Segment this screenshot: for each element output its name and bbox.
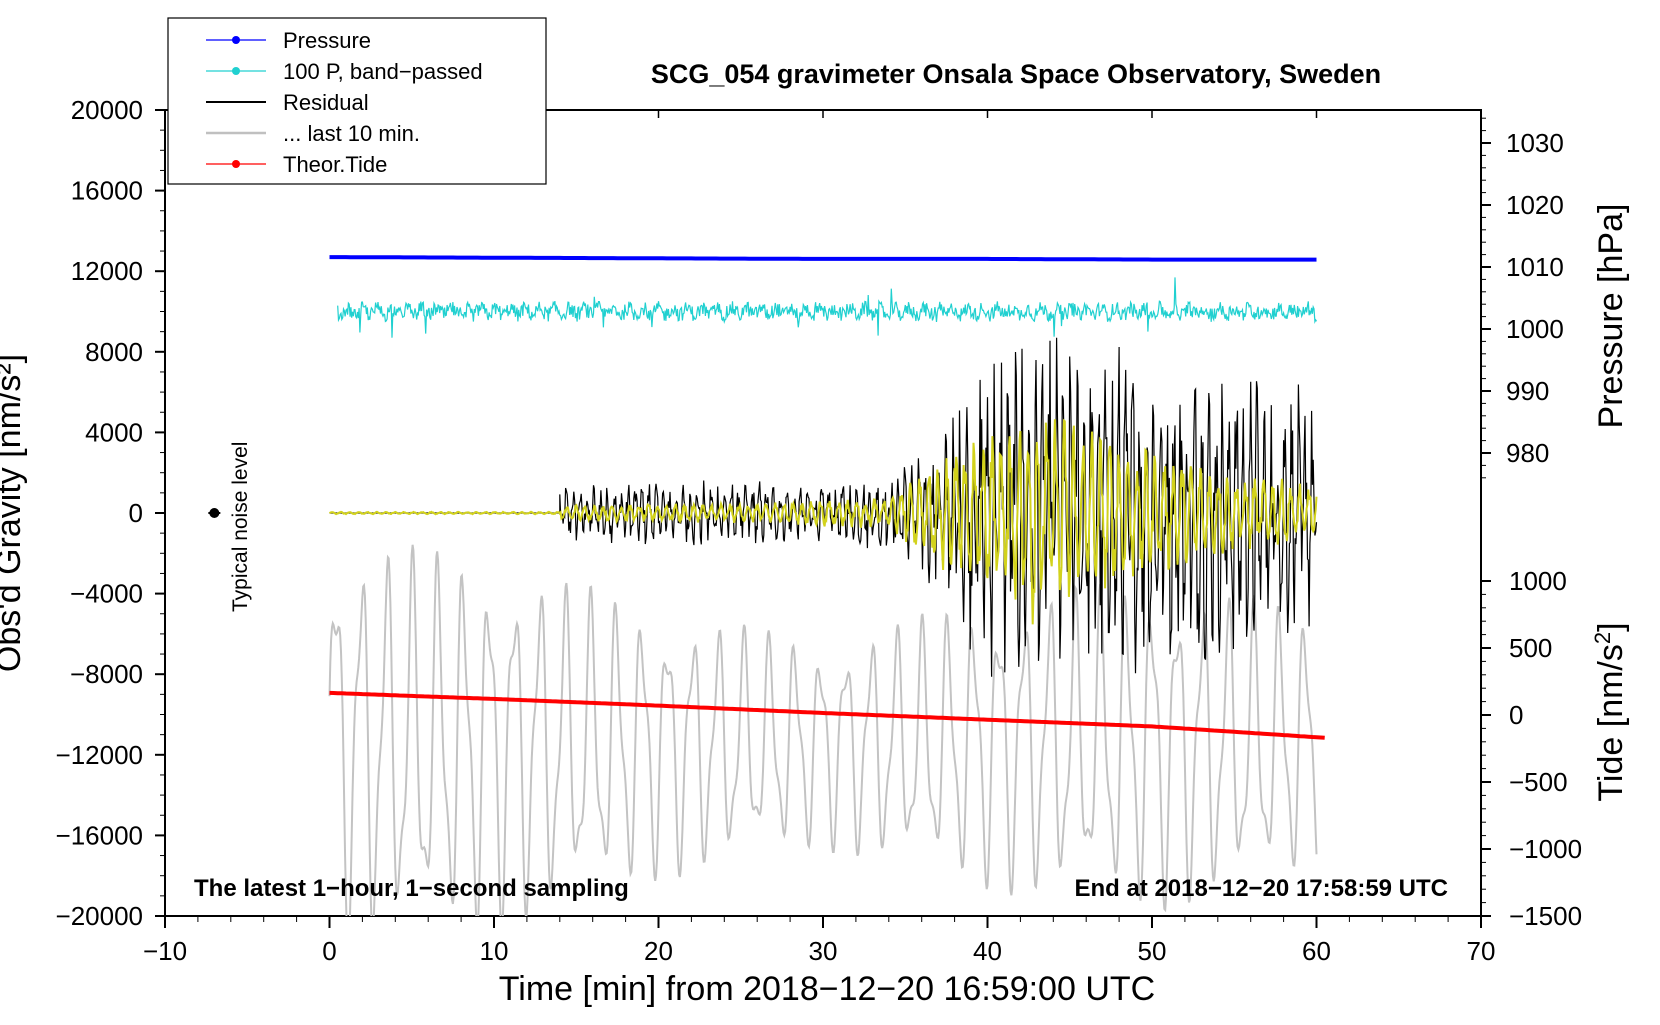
noise-label: Typical noise level xyxy=(229,442,252,612)
pressure-series xyxy=(329,255,1317,262)
x-tick-label: 50 xyxy=(1138,936,1167,966)
theor-tide-line xyxy=(329,690,1325,740)
y-tick-label: 20000 xyxy=(71,95,143,125)
pressure-tick-label: 990 xyxy=(1506,376,1549,406)
pressure-tick-label: 1010 xyxy=(1506,252,1564,282)
tide-tick-label: −1500 xyxy=(1509,901,1582,931)
y-tick-label: 8000 xyxy=(85,337,143,367)
legend-label: Residual xyxy=(283,90,369,115)
legend-label: Theor.Tide xyxy=(283,152,387,177)
y-tick-label: 4000 xyxy=(85,417,143,447)
end-time-note: End at 2018−12−20 17:58:59 UTC xyxy=(1074,875,1448,902)
tide-title-base: Tide [nm/s xyxy=(1592,644,1630,801)
y-axis-left: 20000 16000 12000 8000 4000 0 −4000 −8000 −12000… xyxy=(56,95,165,931)
x-tick-label: 70 xyxy=(1467,936,1496,966)
legend-marker xyxy=(232,67,240,75)
y-tick-label: 12000 xyxy=(71,256,143,286)
y-tick-label: −8000 xyxy=(70,659,143,689)
y-axis-tide: 1000 500 0 −500 −1000 −1500 xyxy=(1481,566,1582,931)
tide-tick-label: −1000 xyxy=(1509,834,1582,864)
chart-title: SCG_054 gravimeter Onsala Space Observat… xyxy=(651,59,1381,89)
legend-label: 100 P, band−passed xyxy=(283,59,483,84)
noise-marker xyxy=(208,508,221,518)
residual-series xyxy=(329,337,1318,677)
tide-title-sup: 2 xyxy=(1590,632,1615,644)
tide-tick-label: 500 xyxy=(1509,633,1552,663)
x-tick-label: 0 xyxy=(322,936,336,966)
noise-dot xyxy=(209,508,220,518)
x-tick-label: 60 xyxy=(1302,936,1331,966)
pressure-tick-label: 980 xyxy=(1506,438,1549,468)
sampling-note: The latest 1−hour, 1−second sampling xyxy=(194,875,629,902)
x-tick-label: 40 xyxy=(973,936,1002,966)
y-tick-label: 16000 xyxy=(71,176,143,206)
legend-label: Pressure xyxy=(283,28,371,53)
x-tick-label: 30 xyxy=(809,936,838,966)
tide-tick-label: 1000 xyxy=(1509,566,1567,596)
residual-line xyxy=(329,337,1318,677)
legend-marker xyxy=(232,160,240,168)
theor-tide-series xyxy=(329,690,1325,740)
y-tick-label: −4000 xyxy=(70,579,143,609)
band-passed-line xyxy=(337,277,1318,338)
residual-filtered-series xyxy=(328,418,1318,625)
legend-label: ... last 10 min. xyxy=(283,121,420,146)
legend: Pressure 100 P, band−passed Residual ... la… xyxy=(167,17,547,185)
y-tick-label: 0 xyxy=(129,498,143,528)
tide-title-end: ] xyxy=(1592,622,1630,631)
y-tick-label: −16000 xyxy=(56,820,143,850)
band-passed-pressure-series xyxy=(337,277,1318,338)
y-axis-tide-title: Tide [nm/s2] xyxy=(1590,622,1631,801)
residual-filtered-line xyxy=(328,418,1318,625)
x-tick-label: 10 xyxy=(480,936,509,966)
y-axis-pressure-title: Pressure [hPa] xyxy=(1592,204,1630,429)
y-tick-label: −20000 xyxy=(56,901,143,931)
y-axis-left-title: Obs'd Gravity [nm/s²] xyxy=(0,354,28,672)
legend-marker xyxy=(232,36,240,44)
x-axis: −10 0 10 20 30 40 50 60 70 xyxy=(143,110,1496,966)
x-tick-label: −10 xyxy=(143,936,187,966)
pressure-line xyxy=(329,255,1317,262)
y-axis-pressure: 1030 1020 1010 1000 990 980 xyxy=(1481,117,1564,479)
tide-tick-label: −500 xyxy=(1509,767,1568,797)
last-10-min-line xyxy=(328,544,1318,916)
y-tick-label: −12000 xyxy=(56,740,143,770)
pressure-tick-label: 1030 xyxy=(1506,128,1564,158)
tide-tick-label: 0 xyxy=(1509,700,1523,730)
x-axis-title: Time [min] from 2018−12−20 16:59:00 UTC xyxy=(499,970,1155,1008)
pressure-tick-label: 1000 xyxy=(1506,314,1564,344)
x-tick-label: 20 xyxy=(644,936,673,966)
last-10-min-series xyxy=(328,544,1318,916)
pressure-tick-label: 1020 xyxy=(1506,190,1564,220)
